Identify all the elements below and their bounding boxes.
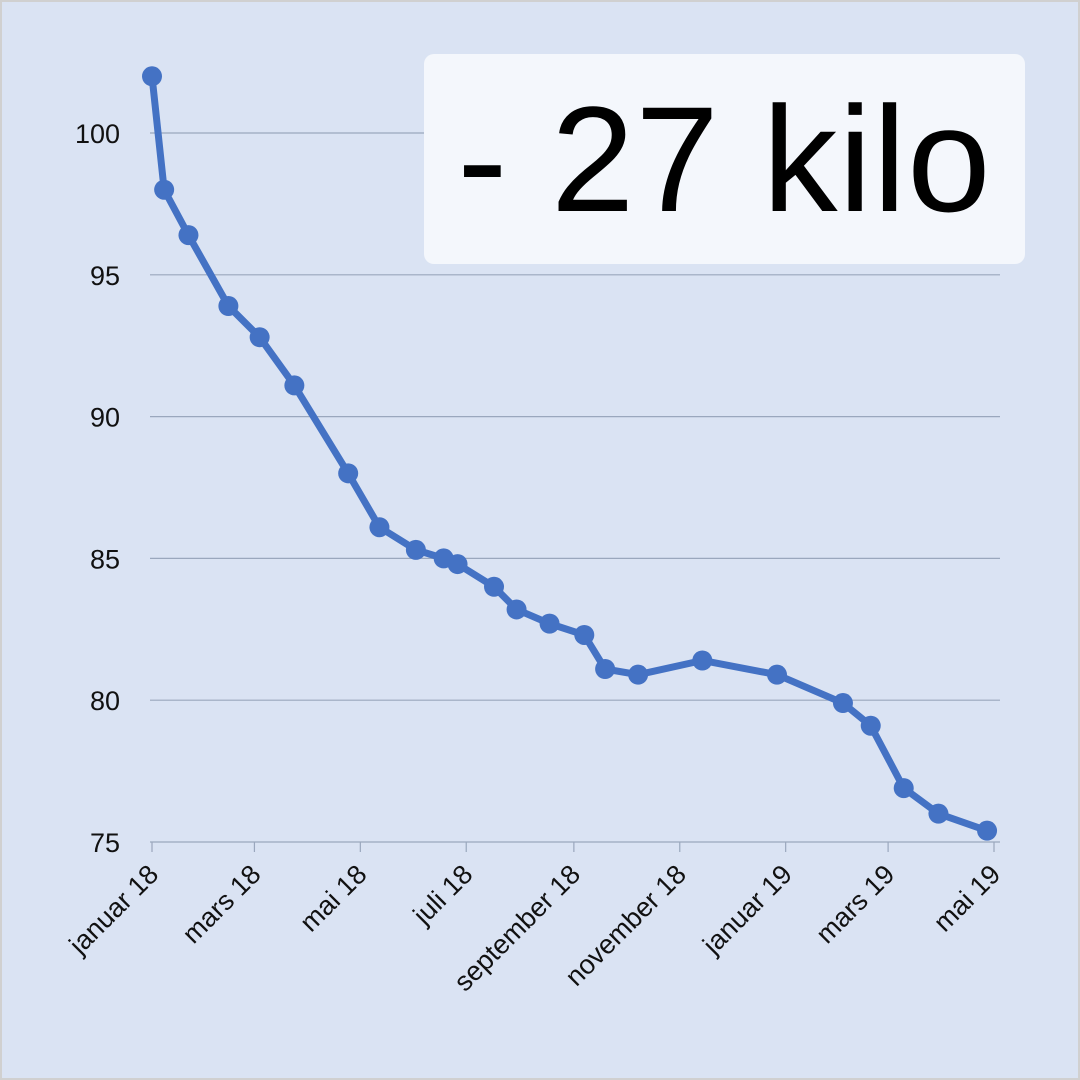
data-point-15 <box>595 659 616 680</box>
x-tick-label-7: mars 19 <box>810 859 900 949</box>
data-point-13 <box>539 613 560 634</box>
data-point-16 <box>628 664 649 685</box>
data-point-17 <box>692 650 713 671</box>
data-point-18 <box>766 664 787 685</box>
data-point-10 <box>447 554 468 575</box>
data-point-1 <box>154 179 175 200</box>
data-point-0 <box>142 66 162 87</box>
data-point-3 <box>218 295 239 316</box>
data-point-14 <box>574 624 595 645</box>
x-tick-label-8: mai 19 <box>928 859 1007 938</box>
data-point-11 <box>484 576 505 597</box>
data-point-12 <box>506 599 527 620</box>
weight-series <box>142 66 998 841</box>
data-point-19 <box>832 693 853 714</box>
data-point-22 <box>928 803 949 824</box>
data-point-8 <box>405 539 426 560</box>
y-axis: 100 95 90 85 80 75 <box>75 119 120 858</box>
data-point-7 <box>369 517 390 538</box>
x-tick-label-3: juli 18 <box>407 859 479 931</box>
data-point-23 <box>977 820 998 841</box>
x-tick-label-1: mars 18 <box>176 859 266 949</box>
x-tick-label-0: januar 18 <box>63 859 165 961</box>
data-point-6 <box>338 463 359 484</box>
data-point-20 <box>860 715 881 736</box>
y-tick-label-100: 100 <box>75 119 120 149</box>
y-tick-label-75: 75 <box>90 828 120 858</box>
y-tick-label-90: 90 <box>90 403 120 433</box>
y-tick-label-85: 85 <box>90 544 120 574</box>
x-tick-label-2: mai 18 <box>294 859 373 938</box>
data-point-21 <box>893 778 914 799</box>
data-point-2 <box>178 225 199 246</box>
y-tick-label-95: 95 <box>90 261 120 291</box>
data-point-4 <box>249 327 270 348</box>
y-tick-label-80: 80 <box>90 686 120 716</box>
weight-loss-badge: - 27 kilo <box>424 54 1025 264</box>
data-point-5 <box>284 375 305 396</box>
x-tick-label-6: januar 19 <box>696 859 798 961</box>
weight-loss-text: - 27 kilo <box>457 74 992 243</box>
